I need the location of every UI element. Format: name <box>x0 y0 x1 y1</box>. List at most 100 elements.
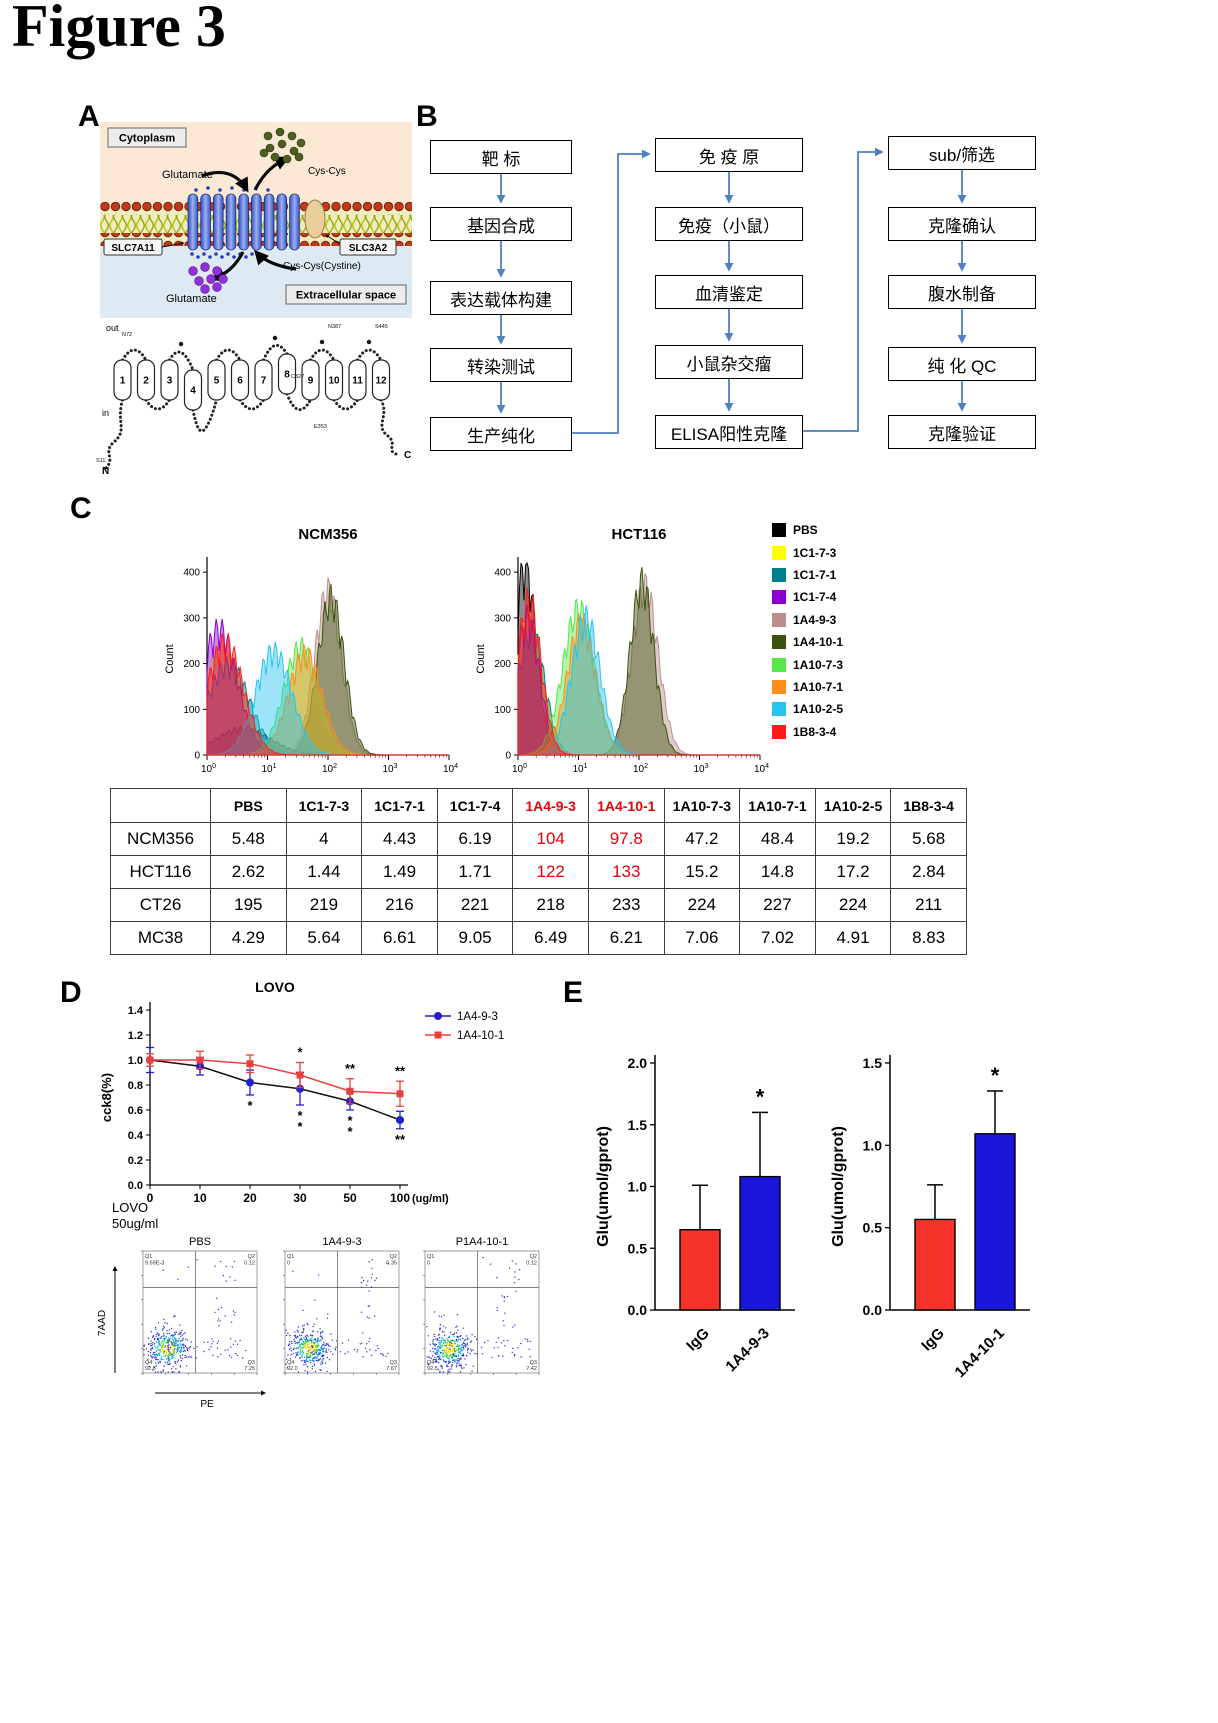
mfi-value: 48.4 <box>739 822 816 856</box>
legend-item: 1C1-7-3 <box>772 541 843 563</box>
mfi-value: 7.06 <box>663 921 741 955</box>
mfi-value: 227 <box>739 888 816 922</box>
glutamate-molecules <box>188 262 228 294</box>
extracellular-label: Extracellular space <box>296 290 396 302</box>
glu-bar-chart-1a4-9-3: 0.0 0.5 1.0 1.5 2.0 Glu(umol/gprot) IgG * 1A4-9-… <box>595 1055 795 1375</box>
glu-bar-chart-1a4-10-1: 0.0 0.5 1.0 1.5 Glu(umol/gprot) IgG * 1A4-10-1 <box>830 1055 1030 1381</box>
legend-label: 1C1-7-1 <box>793 567 837 582</box>
legend-item: 1C1-7-4 <box>772 586 843 608</box>
svg-text:104: 104 <box>754 763 769 775</box>
flow-connector <box>803 147 884 432</box>
legend-label: 1A4-10-1 <box>793 635 844 650</box>
mfi-table-header: 1A10-7-3 <box>663 788 741 823</box>
flow-step-label: sub/筛选 <box>928 145 996 165</box>
svg-text:Glu(umol/gprot): Glu(umol/gprot) <box>595 1126 612 1247</box>
quadrant-q1-value: 9.69E-3 <box>145 1261 164 1267</box>
svg-text:103: 103 <box>383 763 398 775</box>
legend-item: 1A10-2-5 <box>772 698 843 720</box>
bar-1A4-9-3 <box>739 1175 781 1311</box>
flow-step-label: 表达载体构建 <box>450 290 552 310</box>
mfi-row-name: NCM356 <box>110 822 211 856</box>
svg-text:400: 400 <box>183 568 200 579</box>
mfi-value: 221 <box>436 888 514 922</box>
svg-text:0.0: 0.0 <box>863 1302 883 1318</box>
svg-text:30: 30 <box>293 1191 307 1205</box>
legend-label: 1A10-7-1 <box>793 679 844 694</box>
svg-text:200: 200 <box>183 659 200 670</box>
legend-item: 1A10-7-1 <box>772 676 843 698</box>
mfi-row-name: MC38 <box>110 921 211 955</box>
tm-number: 8 <box>284 370 290 381</box>
legend-label: PBS <box>793 523 818 538</box>
svg-text:Q2: Q2 <box>530 1254 537 1260</box>
legend-label: 1A4-9-3 <box>793 612 837 627</box>
quadrant-q1-value: 0 <box>287 1261 290 1267</box>
svg-text:Q3: Q3 <box>390 1360 397 1366</box>
tm-number: 11 <box>352 376 363 387</box>
apoptosis-dot-plots: PBSQ19.69E-3Q20.12Q492.6Q37.251A4-9-3Q10… <box>97 1236 540 1410</box>
bar-1A4-10-1 <box>974 1133 1016 1311</box>
marker-1A4-10-1 <box>146 1056 154 1064</box>
flowchart-box-c3-r1: sub/筛选 <box>888 136 1036 170</box>
tm-number: 9 <box>308 376 314 387</box>
mfi-value: 216 <box>361 888 438 922</box>
tm-number: 12 <box>375 376 387 387</box>
mfi-value: 97.8 <box>587 822 665 856</box>
quadrant-q4-value: 92.5 <box>427 1366 438 1372</box>
svg-text:Count: Count <box>475 644 487 673</box>
mfi-value: 233 <box>587 888 665 922</box>
svg-text:*: * <box>297 1108 303 1123</box>
marker-1A4-10-1 <box>296 1071 304 1079</box>
svg-text:*: * <box>756 1084 765 1109</box>
legend-swatch <box>772 679 786 694</box>
slc3a2-box <box>339 238 397 256</box>
figure-title: Figure 3 <box>12 0 226 59</box>
svg-text:cck8(%): cck8(%) <box>99 1073 114 1122</box>
topology-in-label: in <box>102 408 109 418</box>
svg-text:1A4-9-3: 1A4-9-3 <box>722 1325 772 1375</box>
svg-text:IgG: IgG <box>683 1325 713 1355</box>
legend-label: 1C1-7-3 <box>793 545 837 560</box>
tm-number: 10 <box>328 376 340 387</box>
residue-label: E353 <box>314 424 327 430</box>
svg-text:1.5: 1.5 <box>863 1055 883 1071</box>
panel-e-label: E <box>563 976 584 1009</box>
svg-text:Q2: Q2 <box>248 1254 255 1260</box>
svg-text:100: 100 <box>201 763 216 775</box>
legend-item: 1B8-3-4 <box>772 721 843 743</box>
svg-text:NCM356: NCM356 <box>298 526 357 543</box>
legend-swatch <box>772 590 786 605</box>
flow-connector <box>572 149 651 434</box>
flow-condition-line1: LOVO <box>112 1200 149 1215</box>
marker-1A4-9-3 <box>296 1084 304 1093</box>
svg-text:100: 100 <box>390 1191 410 1205</box>
svg-text:0: 0 <box>505 751 511 762</box>
svg-text:103: 103 <box>694 763 709 775</box>
marker-1A4-10-1 <box>196 1056 204 1064</box>
flowchart-box-c2-r2: 免疫（小鼠） <box>655 207 803 241</box>
hist-curve-1B8-3-4 <box>517 587 760 756</box>
mfi-value: 218 <box>512 888 589 922</box>
svg-text:Q3: Q3 <box>248 1360 255 1366</box>
mfi-value: 1.49 <box>361 855 438 889</box>
mfi-value: 17.2 <box>814 855 892 889</box>
tm-number: 5 <box>214 376 220 387</box>
legend-swatch <box>772 523 786 538</box>
mfi-value: 5.48 <box>210 822 287 856</box>
legend-swatch <box>772 545 786 560</box>
legend-label: 1B8-3-4 <box>793 724 837 739</box>
svg-text:0.6: 0.6 <box>128 1105 143 1117</box>
residue-label: N72 <box>122 332 132 338</box>
legend-swatch <box>772 567 786 582</box>
dot-plot-title: PBS <box>189 1236 211 1248</box>
slc7a11-label: SLC7A11 <box>111 243 155 254</box>
dot-plot-title: P1A4-10-1 <box>456 1236 509 1248</box>
flow-x-axis-label: PE <box>200 1399 214 1410</box>
slc7a11-topology-diagram: out in N C <box>96 323 411 477</box>
mfi-table-header: 1C1-7-3 <box>285 788 363 823</box>
mfi-value: 8.83 <box>890 921 967 955</box>
mfi-table-header: 1A10-7-1 <box>739 788 816 823</box>
quadrant-q2-value: 0.12 <box>244 1261 255 1267</box>
legend-item: PBS <box>772 519 843 541</box>
svg-text:**: ** <box>395 1063 406 1078</box>
